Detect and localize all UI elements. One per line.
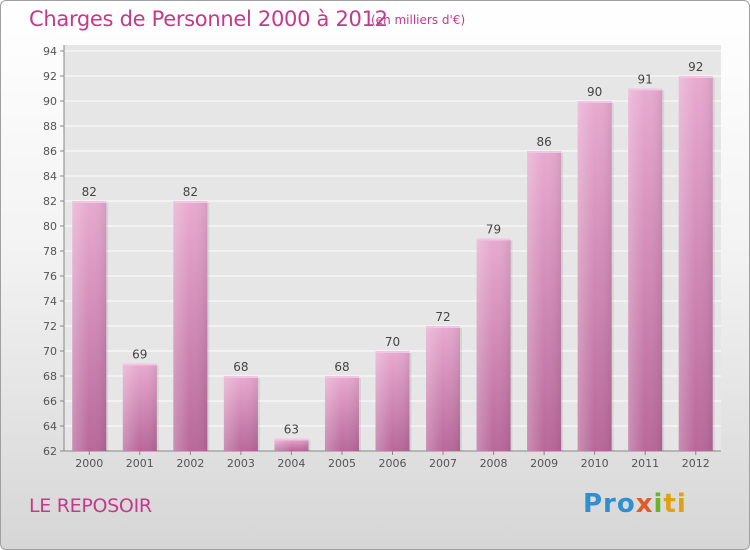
bar-shine xyxy=(577,101,612,451)
y-tick-label: 82 xyxy=(43,195,57,208)
y-tick-label: 94 xyxy=(43,45,57,58)
x-tick-label: 2004 xyxy=(277,457,305,470)
bar-shine xyxy=(324,376,359,451)
bar-shine xyxy=(173,201,208,451)
bar-top xyxy=(122,363,157,366)
y-tick-label: 76 xyxy=(43,270,57,283)
x-tick-label: 2010 xyxy=(581,457,609,470)
x-tick-label: 2005 xyxy=(328,457,356,470)
bar-shine xyxy=(527,151,562,451)
bar-top xyxy=(274,438,309,441)
bar-top xyxy=(324,376,359,378)
y-tick-label: 86 xyxy=(43,145,57,158)
bar-top xyxy=(173,201,208,203)
bar-top xyxy=(72,201,107,203)
commune-name: LE REPOSOIR xyxy=(29,495,152,517)
x-tick-label: 2003 xyxy=(227,457,255,470)
proxiti-logo: Proxiti xyxy=(583,489,687,519)
data-label: 92 xyxy=(688,60,703,74)
bar-top xyxy=(678,76,713,78)
data-label: 91 xyxy=(638,73,653,87)
chart-subtitle: (en milliers d'€) xyxy=(371,13,466,27)
bar-shine xyxy=(426,326,461,451)
x-tick-label: 2002 xyxy=(176,457,204,470)
y-tick-label: 84 xyxy=(43,170,57,183)
x-tick-label: 2008 xyxy=(480,457,508,470)
data-label: 63 xyxy=(284,423,299,437)
x-tick-label: 2001 xyxy=(126,457,154,470)
bar-shine xyxy=(72,201,107,451)
bar-top xyxy=(577,101,612,103)
bar-top xyxy=(476,238,511,241)
y-tick-label: 66 xyxy=(43,395,57,408)
bar-shine xyxy=(628,88,663,451)
data-label: 68 xyxy=(233,360,248,374)
data-label: 68 xyxy=(334,360,349,374)
y-tick-label: 80 xyxy=(43,220,57,233)
x-tick-label: 2007 xyxy=(429,457,457,470)
y-tick-label: 88 xyxy=(43,120,57,133)
y-tick-label: 70 xyxy=(43,345,57,358)
bar-shine xyxy=(274,438,309,451)
data-label: 82 xyxy=(82,185,97,199)
data-label: 70 xyxy=(385,335,400,349)
y-tick-label: 62 xyxy=(43,445,57,458)
bar-top xyxy=(426,326,461,328)
data-label: 90 xyxy=(587,85,602,99)
y-tick-label: 90 xyxy=(43,95,57,108)
chart-title: Charges de Personnel 2000 à 2012 xyxy=(29,7,388,31)
y-tick-label: 72 xyxy=(43,320,57,333)
x-tick-label: 2011 xyxy=(631,457,659,470)
bar-shine xyxy=(678,76,713,451)
y-tick-label: 78 xyxy=(43,245,57,258)
bar-top xyxy=(223,376,258,378)
x-tick-label: 2009 xyxy=(530,457,558,470)
data-label: 69 xyxy=(132,348,147,362)
bar-top xyxy=(375,351,410,353)
data-label: 79 xyxy=(486,223,501,237)
x-tick-label: 2012 xyxy=(682,457,710,470)
bar-top xyxy=(628,88,663,91)
data-label: 72 xyxy=(435,310,450,324)
y-tick-label: 74 xyxy=(43,295,57,308)
y-tick-label: 92 xyxy=(43,70,57,83)
x-tick-label: 2006 xyxy=(379,457,407,470)
bar-top xyxy=(527,151,562,153)
y-tick-label: 68 xyxy=(43,370,57,383)
data-label: 86 xyxy=(536,135,551,149)
bar-shine xyxy=(476,238,511,451)
x-tick-label: 2000 xyxy=(75,457,103,470)
bar-shine xyxy=(122,363,157,451)
bar-shine xyxy=(223,376,258,451)
y-tick-label: 64 xyxy=(43,420,57,433)
bar-shine xyxy=(375,351,410,451)
data-label: 82 xyxy=(183,185,198,199)
